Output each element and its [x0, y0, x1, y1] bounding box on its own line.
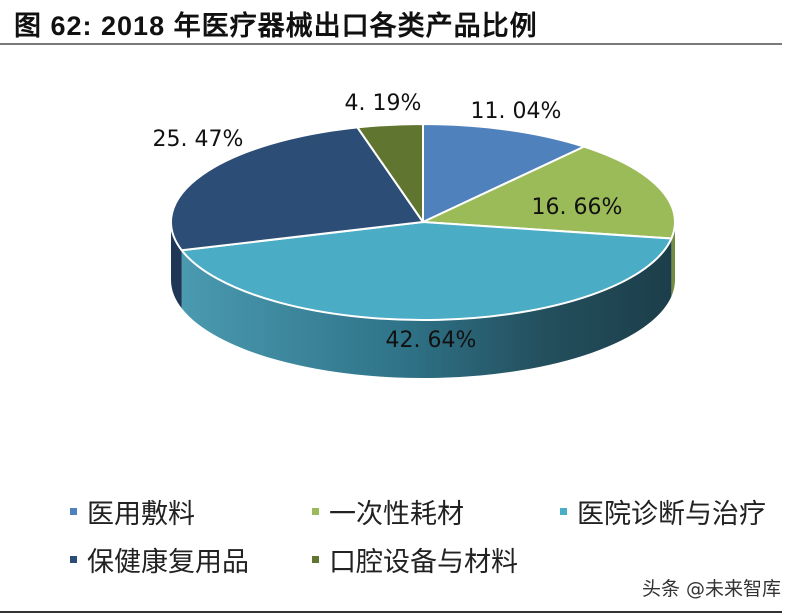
- watermark: 头条 @未来智库: [641, 578, 781, 600]
- pie-slice: [356, 123, 424, 223]
- legend-swatch-icon: [312, 556, 319, 563]
- pie-side-wall: [181, 238, 672, 379]
- legend-label: 医院诊断与治疗: [577, 499, 766, 530]
- pie-slice: [422, 123, 586, 223]
- legend-swatch-icon: [560, 508, 567, 515]
- legend-item-yiyongfuliao: 医用敷料: [70, 492, 195, 531]
- pie-slice: [422, 145, 676, 240]
- chart-title: 图 62: 2018 年医疗器械出口各类产品比例: [14, 11, 538, 41]
- data-label-yicixinghaocai: 16. 66%: [532, 195, 623, 220]
- legend-swatch-icon: [70, 556, 77, 563]
- legend-label: 口腔设备与材料: [329, 547, 518, 578]
- legend-swatch-icon: [312, 508, 319, 515]
- data-label-yiyongfuliao: 11. 04%: [471, 99, 562, 124]
- pie-chart: 11. 04% 16. 66% 42. 64% 25. 47% 4. 19%: [153, 91, 676, 379]
- pie-side-wall: [171, 222, 182, 309]
- legend-swatch-icon: [70, 508, 77, 515]
- legend-label: 医用敷料: [87, 499, 195, 530]
- legend-item-kouqiangshebei: 口腔设备与材料: [312, 540, 518, 579]
- pie-data-labels: 11. 04% 16. 66% 42. 64% 25. 47% 4. 19%: [153, 91, 623, 353]
- pie-slice: [180, 221, 673, 321]
- data-label-baojiankangfu: 25. 47%: [153, 127, 244, 152]
- legend-label: 一次性耗材: [329, 499, 464, 530]
- legend-label: 保健康复用品: [87, 547, 249, 578]
- bottom-divider: [0, 611, 782, 613]
- legend-item-yiyuanzhenduan: 医院诊断与治疗: [560, 492, 766, 531]
- pie-side-wall: [671, 222, 675, 297]
- pie-side-walls: [171, 222, 675, 379]
- title-divider: [0, 43, 782, 45]
- pie-slice: [170, 126, 424, 252]
- legend-item-baojiankangfu: 保健康复用品: [70, 540, 249, 579]
- data-label-yiyuanzhenduan: 42. 64%: [386, 328, 477, 353]
- data-label-kouqiangshebei: 4. 19%: [345, 91, 422, 116]
- legend-item-yicixinghaocai: 一次性耗材: [312, 492, 464, 531]
- pie-slices: [170, 123, 676, 321]
